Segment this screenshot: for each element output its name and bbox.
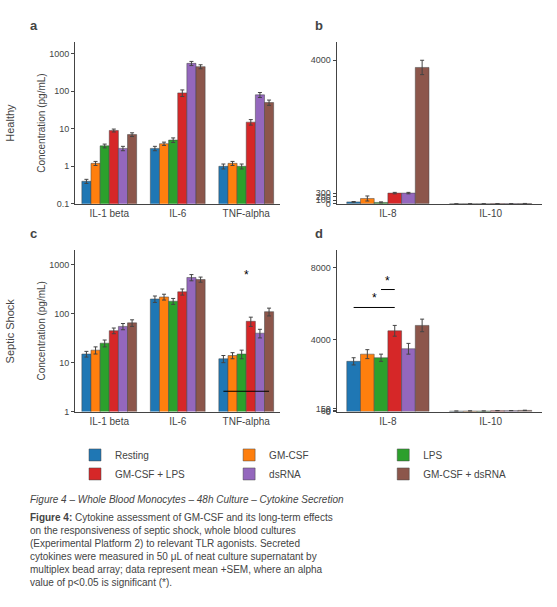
svg-text:*: * [385,274,390,288]
svg-text:a: a [30,18,38,33]
svg-text:dsRNA: dsRNA [269,469,301,480]
svg-text:8000: 8000 [311,263,331,273]
svg-text:IL-10: IL-10 [479,416,502,427]
svg-text:4000: 4000 [311,55,331,65]
svg-text:0: 0 [326,199,331,209]
svg-text:10: 10 [59,358,69,368]
svg-text:10: 10 [59,124,69,134]
svg-text:IL-6: IL-6 [169,208,187,219]
svg-text:IL-8: IL-8 [379,416,397,427]
svg-text:Septic Shock: Septic Shock [4,299,16,364]
svg-text:GM-CSF: GM-CSF [269,450,308,461]
svg-text:1000: 1000 [49,49,69,59]
svg-text:TNF-alpha: TNF-alpha [223,416,271,427]
svg-text:100: 100 [54,309,69,319]
svg-text:Resting: Resting [115,450,149,461]
svg-text:0: 0 [326,407,331,417]
svg-text:c: c [30,226,37,241]
svg-text:*: * [244,268,249,282]
svg-text:IL-6: IL-6 [169,416,187,427]
svg-text:100: 100 [316,195,331,205]
svg-text:IL-10: IL-10 [479,208,502,219]
svg-text:d: d [315,226,323,241]
svg-text:1: 1 [64,407,69,417]
svg-text:300: 300 [316,188,331,198]
svg-text:IL-1 beta: IL-1 beta [90,208,130,219]
svg-text:TNF-alpha: TNF-alpha [223,208,271,219]
svg-text:*: * [372,291,377,305]
svg-text:GM-CSF + LPS: GM-CSF + LPS [115,469,185,480]
svg-text:Healthy: Healthy [4,104,16,142]
svg-text:150: 150 [316,404,331,414]
svg-text:100: 100 [54,86,69,96]
svg-text:Concentration (pg/mL): Concentration (pg/mL) [36,73,47,173]
svg-text:1: 1 [64,161,69,171]
svg-text:200: 200 [316,192,331,202]
svg-text:4000: 4000 [311,335,331,345]
svg-text:Figure 4: Cytokine assessment: Figure 4: Cytokine assessment of GM-CSF … [30,512,333,588]
svg-text:0.1: 0.1 [57,199,70,209]
svg-text:Figure 4 – Whole Blood Monocyt: Figure 4 – Whole Blood Monocytes – 48h C… [30,494,344,505]
svg-text:b: b [315,18,323,33]
svg-text:IL-8: IL-8 [379,208,397,219]
svg-text:1000: 1000 [49,260,69,270]
svg-text:GM-CSF + dsRNA: GM-CSF + dsRNA [423,469,506,480]
svg-text:Concentration (pg/mL): Concentration (pg/mL) [36,281,47,381]
svg-text:60: 60 [321,406,331,416]
svg-text:IL-1 beta: IL-1 beta [90,416,130,427]
svg-text:LPS: LPS [423,450,442,461]
